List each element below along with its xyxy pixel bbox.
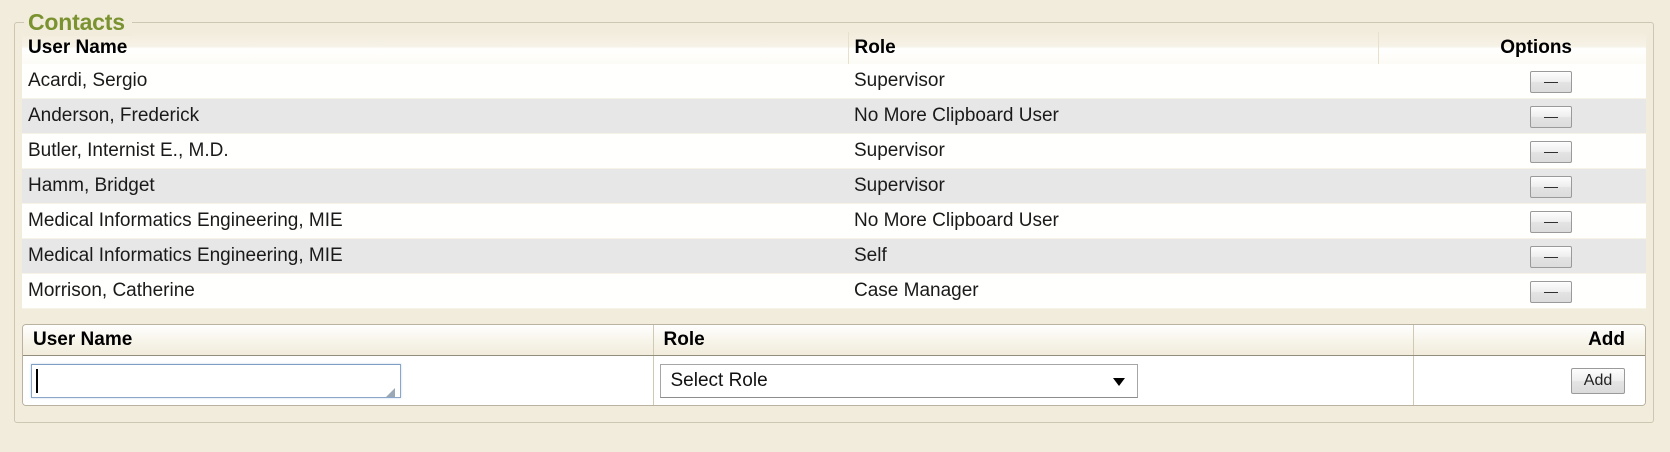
role-select-wrap: Select Role	[654, 364, 1413, 398]
cell-user-name: Hamm, Bridget	[22, 168, 848, 204]
column-header-role: Role	[848, 32, 1379, 64]
panel-frame	[14, 22, 1654, 423]
add-role-cell: Select Role	[652, 355, 1413, 405]
table-header-row: User Name Role Options	[22, 32, 1646, 64]
role-select-value: Select Role	[670, 370, 768, 391]
cell-user-name: Butler, Internist E., M.D.	[22, 133, 848, 169]
remove-contact-button[interactable]: —	[1530, 280, 1572, 303]
cell-role: Case Manager	[848, 273, 1378, 309]
add-header-row: User Name Role Add	[23, 325, 1645, 356]
cell-role: Supervisor	[848, 133, 1378, 169]
remove-contact-button[interactable]: —	[1530, 245, 1572, 268]
add-button[interactable]: Add	[1571, 368, 1625, 394]
cell-user-name: Anderson, Frederick	[22, 98, 848, 134]
resize-grip-icon[interactable]	[386, 388, 395, 397]
table-row: Medical Informatics Engineering, MIE No M…	[22, 203, 1646, 239]
table-row: Acardi, Sergio Supervisor —	[22, 64, 1646, 99]
add-button-cell: Add	[1412, 355, 1645, 405]
cell-options: —	[1378, 238, 1646, 274]
contacts-panel: Contacts User Name Role Options Acardi, …	[14, 8, 1654, 423]
table-row: Hamm, Bridget Supervisor —	[22, 168, 1646, 204]
cell-role: Supervisor	[848, 168, 1378, 204]
panel-legend: Contacts	[24, 8, 132, 36]
cell-role: No More Clipboard User	[848, 203, 1378, 239]
add-column-header-add: Add	[1412, 325, 1645, 356]
remove-contact-button[interactable]: —	[1530, 140, 1572, 163]
contacts-table-wrap: User Name Role Options Acardi, Sergio Sup…	[22, 32, 1646, 309]
cell-role: Supervisor	[848, 64, 1378, 99]
add-column-header-role: Role	[652, 325, 1413, 356]
add-contact-table: User Name Role Add	[23, 325, 1645, 405]
add-input-row: Select Role Add	[23, 355, 1645, 405]
cell-user-name: Medical Informatics Engineering, MIE	[22, 238, 848, 274]
table-row: Butler, Internist E., M.D. Supervisor —	[22, 133, 1646, 169]
user-name-textarea-wrap	[23, 364, 653, 398]
role-select[interactable]: Select Role	[659, 364, 1138, 398]
add-user-name-cell	[23, 355, 653, 405]
cell-options: —	[1378, 203, 1646, 239]
cell-user-name: Morrison, Catherine	[22, 273, 848, 309]
remove-contact-button[interactable]: —	[1530, 175, 1572, 198]
cell-role: No More Clipboard User	[848, 98, 1378, 134]
cell-options: —	[1378, 273, 1646, 309]
cell-options: —	[1378, 64, 1646, 99]
column-header-user-name: User Name	[22, 32, 849, 64]
cell-user-name: Medical Informatics Engineering, MIE	[22, 203, 848, 239]
chevron-down-icon	[1112, 378, 1125, 386]
cell-role: Self	[848, 238, 1378, 274]
table-row: Medical Informatics Engineering, MIE Self…	[22, 238, 1646, 274]
user-name-input[interactable]	[31, 364, 401, 398]
cell-user-name: Acardi, Sergio	[22, 64, 848, 99]
text-caret	[36, 369, 38, 393]
remove-contact-button[interactable]: —	[1530, 105, 1572, 128]
contacts-table: User Name Role Options Acardi, Sergio Sup…	[22, 32, 1646, 309]
cell-options: —	[1378, 133, 1646, 169]
remove-contact-button[interactable]: —	[1530, 210, 1572, 233]
column-header-options: Options	[1378, 32, 1646, 64]
remove-contact-button[interactable]: —	[1530, 70, 1572, 93]
cell-options: —	[1378, 98, 1646, 134]
cell-options: —	[1378, 168, 1646, 204]
add-column-header-user-name: User Name	[23, 325, 653, 356]
table-row: Anderson, Frederick No More Clipboard Use…	[22, 98, 1646, 134]
table-row: Morrison, Catherine Case Manager —	[22, 273, 1646, 309]
add-contact-box: User Name Role Add	[22, 324, 1646, 406]
